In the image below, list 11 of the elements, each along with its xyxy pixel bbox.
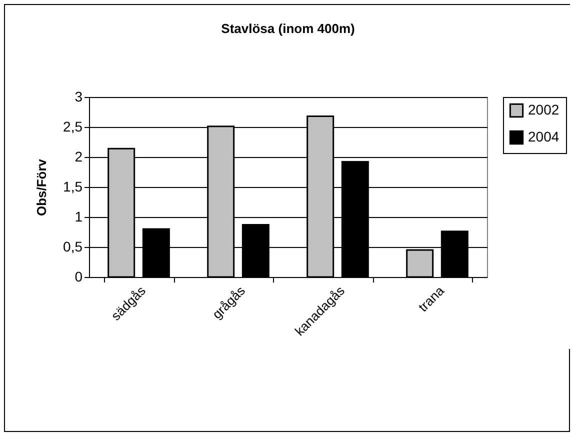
- y-tick-label: 1: [74, 208, 83, 224]
- y-tick-label: 1,5: [63, 178, 83, 194]
- chart-title: Stavlösa (inom 400m): [221, 21, 355, 36]
- y-tick-label: 0,5: [63, 238, 83, 254]
- legend-label: 2002: [528, 102, 560, 118]
- y-tick-label: 0: [74, 268, 83, 284]
- y-axis-title: Obs/Förv: [34, 158, 50, 216]
- y-tick-label: 3: [74, 88, 83, 104]
- legend-label: 2004: [528, 128, 560, 144]
- y-tick-label: 2: [74, 148, 83, 164]
- y-tick-label: 2,5: [63, 118, 83, 134]
